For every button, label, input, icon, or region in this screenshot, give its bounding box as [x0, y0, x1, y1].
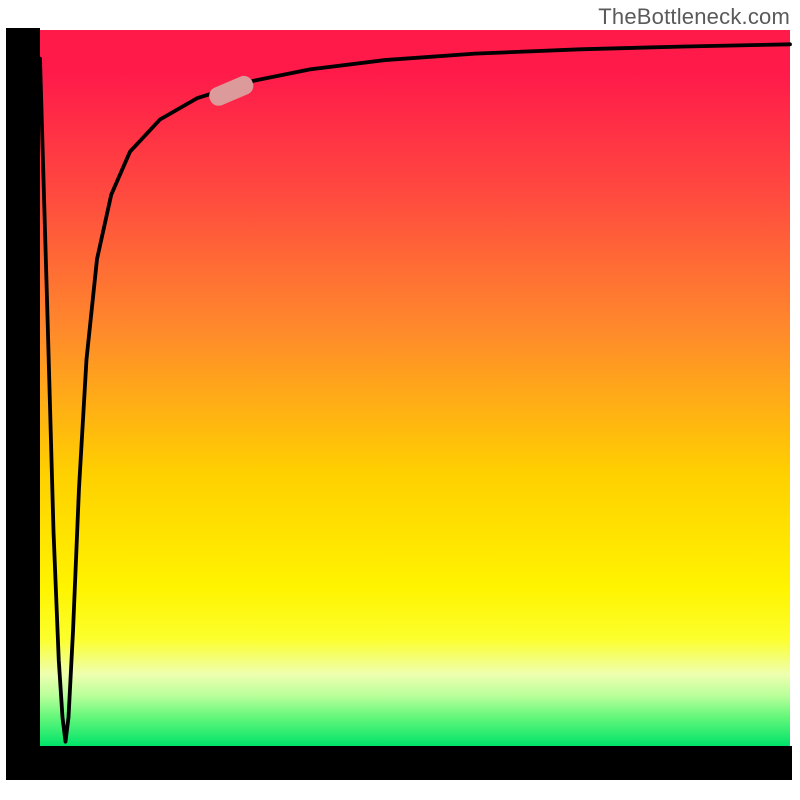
- attribution-text: TheBottleneck.com: [598, 4, 790, 30]
- bottleneck-chart: TheBottleneck.com: [0, 0, 800, 800]
- chart-canvas: [0, 0, 800, 800]
